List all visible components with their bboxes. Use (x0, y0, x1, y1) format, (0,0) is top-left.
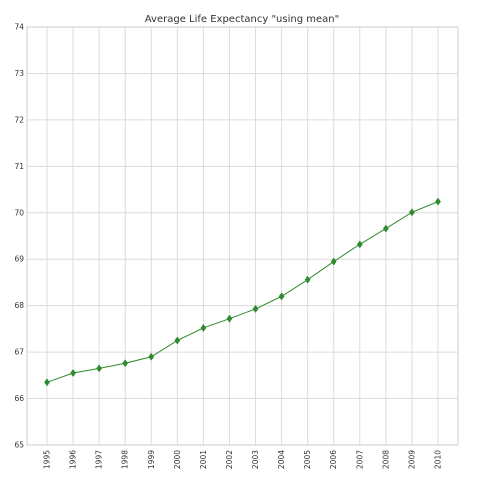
x-tick-label: 1996 (69, 450, 78, 469)
y-axis: 65 66 67 68 69 70 71 72 73 74 (14, 23, 24, 450)
data-point (122, 359, 129, 368)
x-tick-label: 2003 (251, 450, 260, 469)
data-point (44, 378, 50, 387)
y-tick-label: 74 (14, 23, 24, 32)
y-tick-label: 68 (14, 301, 24, 310)
data-point (148, 352, 155, 361)
data-point (409, 208, 415, 217)
data-point (70, 368, 76, 378)
data-point (382, 224, 389, 233)
x-tick-label: 2000 (173, 450, 182, 469)
x-tick-label: 2006 (329, 450, 338, 469)
series-group (44, 197, 441, 387)
x-tick-label: 1999 (147, 450, 156, 469)
data-point (278, 292, 285, 301)
y-tick-label: 67 (14, 348, 24, 357)
data-point (435, 197, 441, 206)
data-point (174, 336, 181, 345)
plot-area (26, 26, 459, 446)
y-tick-label: 69 (14, 255, 24, 264)
x-tick-label: 2010 (434, 450, 443, 469)
y-tick-label: 65 (14, 441, 24, 450)
y-tick-label: 71 (14, 162, 24, 171)
x-tick-label: 2005 (303, 450, 312, 469)
data-point (226, 314, 233, 323)
data-point (304, 275, 311, 284)
x-tick-label: 2007 (355, 450, 364, 469)
x-tick-label: 1997 (95, 450, 104, 469)
gridlines (27, 26, 458, 446)
x-tick-label: 2009 (407, 450, 416, 469)
data-point (330, 257, 337, 266)
data-point (96, 364, 103, 373)
x-tick-label: 2004 (277, 450, 286, 469)
x-tick-label: 2002 (225, 450, 234, 469)
y-tick-label: 70 (14, 208, 24, 217)
data-point (356, 240, 363, 249)
x-axis: 1995 1996 1997 1998 1999 2000 2001 2002 2003 2004… (43, 450, 443, 469)
data-point (252, 304, 259, 313)
y-tick-label: 66 (14, 394, 24, 403)
y-tick-label: 72 (14, 115, 24, 124)
x-tick-label: 2008 (381, 450, 390, 469)
chart-title: Average Life Expectancy "using mean" (145, 14, 339, 25)
data-point (200, 323, 207, 332)
series-line (46, 201, 439, 383)
y-tick-label: 73 (14, 69, 24, 78)
x-tick-label: 1995 (43, 450, 52, 469)
x-tick-label: 1998 (121, 450, 130, 469)
x-tick-label: 2001 (199, 450, 208, 469)
